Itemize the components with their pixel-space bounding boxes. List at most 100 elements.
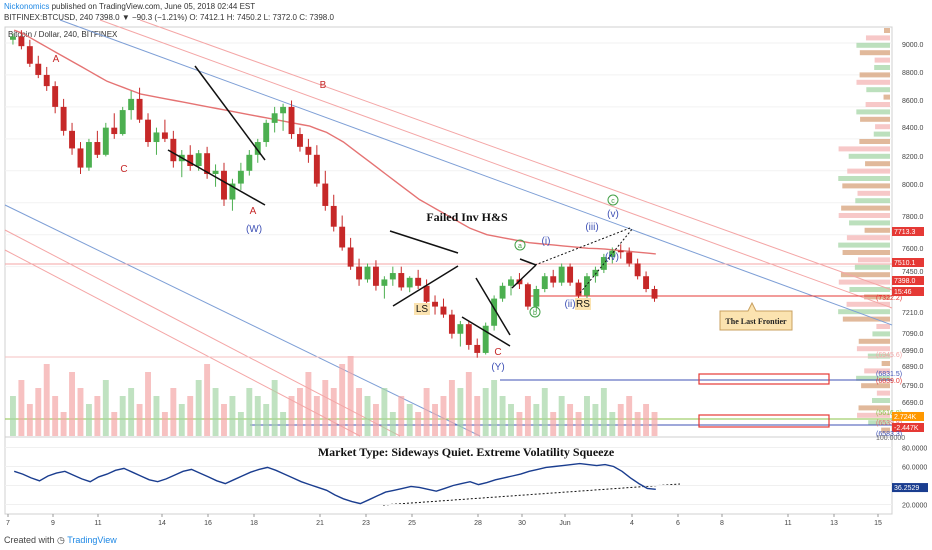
candle [541,273,548,293]
volume-bar [77,388,84,436]
footer-brand[interactable]: TradingView [67,535,117,545]
candle-body [634,263,641,277]
volume-profile-bar [847,168,890,174]
volume-bar [305,372,312,436]
candle [457,320,464,347]
candle [178,150,185,178]
candle [567,263,574,286]
volume-profile-bar [868,420,890,426]
candle [508,276,514,296]
candle [170,130,177,168]
annotation-label: A [250,206,257,217]
candle-body [567,266,574,283]
indicator-trendline [382,483,681,506]
candle-body [204,153,211,174]
candle-body [313,154,320,184]
price-badge: (6583.3) [876,431,902,438]
candle-body [322,183,329,206]
volume-profile-bar [856,346,890,352]
volume-bar [516,412,523,436]
candle [77,142,84,174]
annotation-label: C [120,164,127,175]
volume-bar [153,396,160,436]
volume-bar [592,404,599,436]
candle [212,164,219,187]
price-axis-label: 6990.0 [902,348,924,355]
price-badge: 100.0000 [876,435,905,442]
x-axis-label: Jun [559,520,570,527]
candle-body [229,183,236,200]
volume-bar [617,404,624,436]
volume-bar [626,396,633,436]
candle [119,106,126,136]
annotation-label: (iii) [585,222,598,233]
volume-bar [187,396,194,436]
candle [94,130,101,159]
volume-profile-bar [874,65,890,70]
candle-body [381,279,388,286]
price-badge-bg [892,412,924,421]
candle-body [52,86,59,107]
candle [440,298,447,318]
indicator-value-badge: 36.2529 [894,485,919,492]
volume-bar [35,388,42,436]
volume-bar [440,396,447,436]
volume-bar [18,380,25,436]
candle-body [584,276,590,296]
volume-profile-bar [846,301,890,307]
candle-body [372,266,379,286]
wedge-line-lower [167,149,266,206]
volume-bar [339,364,346,436]
neckline-left [519,258,537,266]
volume-bar [26,404,33,436]
volume-bar [372,404,379,436]
volume-bar [280,412,287,436]
candle-body [18,36,25,47]
candle [347,237,354,270]
volume-bar [52,396,59,436]
volume-profile-bar [838,146,890,152]
x-axis-label: 18 [250,520,258,527]
indicator-value-badge-bg [892,483,928,493]
volume-profile-bar [838,309,890,315]
price-axis-label: 7090.0 [902,331,924,338]
volume-bar [575,412,582,436]
candle [432,295,438,315]
candle [43,66,50,91]
candle-body [457,324,464,334]
volume-profile-bar [846,235,890,241]
volume-bar [465,372,472,436]
candle-body [356,266,363,280]
candle-body [508,279,514,286]
wedge-line-upper [194,65,266,161]
volume-bar [330,388,337,436]
candle-body [170,138,177,162]
price-axis-label: 8200.0 [902,154,924,161]
ticker-line: BITFINEX:BTCUSD, 240 7398.0 ▼ −90.3 (−1.… [4,13,334,22]
annotation-label: a [518,243,522,250]
candle-body [339,226,346,248]
candle [322,170,329,211]
candle [524,282,531,310]
wave-circle [607,194,619,206]
candle-body [406,277,413,288]
volume-bar [634,412,641,436]
volume-bar [212,388,219,436]
candle-body [550,276,557,283]
volume-profile-bar [876,324,890,329]
volume-profile-bar [854,264,890,270]
volume-bar [491,380,498,436]
candle [592,266,599,283]
volume-profile-bar [856,79,890,85]
candle-body [575,282,582,296]
price-badge: 15:46 [894,289,912,296]
volume-profile-bar [884,28,890,33]
candle-body [533,289,540,307]
candle-body [119,110,126,135]
volume-bar [651,412,658,436]
channel-line-upper-red [99,19,893,309]
author-name[interactable]: Nickonomics [4,2,50,11]
candle [60,98,67,136]
candle [153,127,160,155]
